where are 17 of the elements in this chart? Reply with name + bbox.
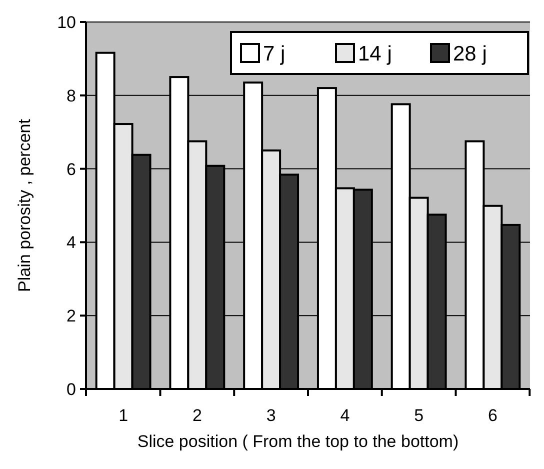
y-tick-label: 10	[57, 12, 76, 32]
x-tick-label: 2	[192, 406, 202, 425]
x-tick-label: 3	[266, 406, 276, 425]
y-tick-label: 0	[66, 380, 76, 399]
legend-label: 14 j	[358, 42, 392, 66]
y-tick-label: 4	[66, 233, 76, 252]
y-tick-label: 6	[66, 160, 76, 179]
y-tick-label: 2	[66, 306, 76, 326]
legend-label: 28 j	[453, 42, 487, 66]
legend-label: 7 j	[263, 42, 286, 66]
x-axis-title: Slice position ( From the top to the bottom)	[137, 432, 459, 451]
x-tick-label: 6	[488, 406, 498, 425]
x-tick-label: 4	[340, 406, 350, 425]
x-tick-label: 5	[414, 406, 424, 425]
x-tick-label: 1	[118, 406, 128, 425]
y-tick-label: 8	[66, 86, 76, 106]
y-axis-title: Plain porosity , percent	[15, 118, 34, 292]
